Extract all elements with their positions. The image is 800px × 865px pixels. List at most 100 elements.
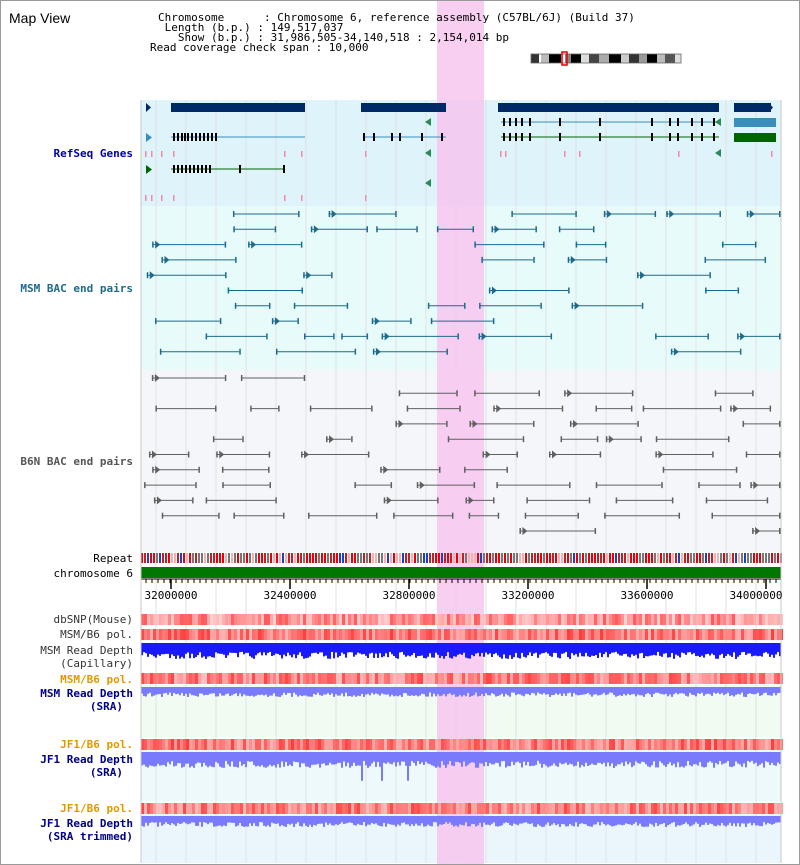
depth-bar	[435, 752, 437, 768]
depth-bar	[553, 752, 555, 764]
repeat-block	[204, 553, 206, 563]
bac-end	[535, 226, 537, 233]
heat-cell	[771, 629, 774, 640]
repeat-block	[444, 553, 446, 563]
exon	[599, 118, 601, 126]
heat-cell	[345, 614, 348, 625]
heat-cell	[294, 803, 297, 814]
bac-arrow	[306, 271, 312, 280]
depth-bar	[441, 643, 443, 656]
heat-cell	[717, 629, 720, 640]
depth-bar	[707, 687, 709, 694]
depth-bar	[595, 816, 597, 825]
depth-bar	[269, 687, 271, 696]
heat-cell	[768, 803, 771, 814]
heat-cell	[144, 614, 147, 625]
heat-cell	[141, 629, 144, 640]
depth-bar	[431, 816, 433, 827]
depth-bar	[383, 816, 385, 824]
depth-bar	[171, 687, 173, 697]
depth-bar	[747, 687, 749, 694]
depth-bar	[245, 752, 247, 768]
depth-bar	[765, 816, 767, 825]
heat-cell	[324, 614, 327, 625]
gene-arrow	[715, 118, 721, 126]
repeat-block	[330, 553, 332, 563]
depth-bar	[769, 687, 771, 696]
depth-bar	[345, 643, 347, 658]
repeat-block	[690, 553, 692, 563]
heat-cell	[690, 739, 693, 750]
depth-bar	[695, 816, 697, 823]
heat-cell	[444, 739, 447, 750]
depth-bar	[775, 687, 777, 696]
heat-cell	[546, 739, 549, 750]
depth-bar	[743, 752, 745, 764]
bac-end	[250, 405, 252, 412]
repeat-block	[501, 553, 503, 563]
depth-bar	[679, 816, 681, 826]
depth-bar	[369, 643, 371, 654]
heat-cell	[156, 614, 159, 625]
depth-bar	[529, 687, 531, 696]
exon	[515, 118, 517, 126]
depth-bar	[229, 687, 231, 697]
heat-cell	[441, 614, 444, 625]
heat-cell	[318, 739, 321, 750]
depth-bar	[597, 687, 599, 696]
bac-end	[346, 302, 349, 309]
depth-bar	[495, 687, 497, 697]
heat-cell	[366, 614, 369, 625]
bac-arrow	[755, 527, 761, 535]
depth-bar	[625, 752, 627, 762]
heat-cell	[303, 739, 306, 750]
bac-end	[662, 466, 665, 473]
depth-bar	[459, 752, 461, 763]
heat-cell	[300, 673, 303, 684]
heat-cell	[270, 673, 273, 684]
b6n-bac-label[interactable]: B6N BAC end pairs	[20, 455, 133, 468]
bac-end	[224, 241, 227, 248]
depth-bar	[679, 687, 681, 694]
heat-cell	[375, 803, 378, 814]
heat-cell	[687, 803, 690, 814]
depth-bar	[697, 816, 699, 824]
gene-arrow	[146, 165, 152, 174]
depth-bar	[671, 752, 673, 766]
depth-bar	[279, 643, 281, 656]
msm-bac-label[interactable]: MSM BAC end pairs	[20, 282, 133, 295]
depth-bar	[717, 687, 719, 693]
heat-cell	[207, 614, 210, 625]
depth-bar	[729, 752, 731, 767]
depth-bar	[209, 687, 211, 694]
depth-bar	[633, 752, 635, 766]
heat-cell	[240, 673, 243, 684]
depth-bar	[663, 643, 665, 654]
heat-cell	[621, 614, 624, 625]
heat-cell	[396, 739, 399, 750]
heat-cell	[291, 614, 294, 625]
heat-cell	[159, 673, 162, 684]
depth-bar	[379, 687, 381, 696]
depth-bar	[251, 752, 253, 762]
heat-cell	[339, 739, 342, 750]
depth-bar	[581, 687, 583, 695]
depth-bar	[227, 816, 229, 823]
heat-cell	[741, 614, 744, 625]
depth-bar	[649, 643, 651, 656]
heat-cell	[459, 629, 462, 640]
refseq-genes-label[interactable]: RefSeq Genes	[53, 147, 133, 160]
depth-bar	[261, 687, 263, 695]
depth-bar	[299, 752, 301, 768]
bac-end	[410, 318, 412, 325]
repeat-block	[480, 553, 482, 563]
depth-bar	[289, 687, 291, 694]
axis-tick-label: 32000000	[144, 589, 198, 602]
heat-cell	[285, 673, 288, 684]
repeat-block	[414, 553, 416, 563]
depth-bar	[211, 816, 213, 823]
bac-end	[297, 318, 299, 325]
repeat-block	[336, 553, 338, 563]
depth-bar	[605, 752, 607, 767]
